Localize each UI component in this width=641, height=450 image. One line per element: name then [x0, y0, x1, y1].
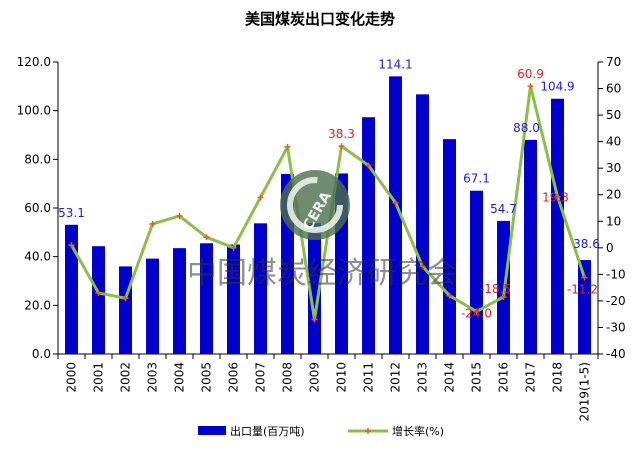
left-tick-label: 80.0	[24, 152, 51, 166]
left-tick-label: 100.0	[17, 104, 51, 118]
left-tick-label: 60.0	[24, 201, 51, 215]
legend-line-label: 增长率(%)	[392, 424, 444, 438]
right-tick-label: 70	[606, 55, 621, 69]
x-tick-label: 2019(1-5)	[578, 362, 592, 422]
left-tick-label: 40.0	[24, 250, 51, 264]
bar	[200, 243, 213, 354]
bar	[146, 258, 159, 354]
bar	[389, 76, 402, 355]
x-tick-label: 2012	[389, 362, 403, 393]
x-tick-label: 2017	[524, 362, 538, 393]
plot-area: 0.0 20.0 40.0 60.0 80.0 100.0 120.0 -40 -30 -20 -1…	[17, 55, 626, 422]
x-tick-label: 2004	[173, 362, 187, 393]
watermark-text: 中国煤炭经济研究会	[187, 256, 457, 291]
bar	[65, 224, 78, 354]
left-tick-label: 20.0	[24, 298, 51, 312]
right-tick-label: 20	[606, 188, 621, 202]
x-tick-label: 2011	[362, 362, 376, 393]
watermark-logo-ring	[287, 177, 343, 233]
x-tick-label: 2007	[254, 362, 268, 393]
right-tick-label: 60	[606, 82, 621, 96]
bar	[92, 246, 105, 354]
bar	[551, 98, 564, 354]
right-tick-label: 0	[606, 241, 614, 255]
x-tick-label: 2006	[227, 362, 241, 393]
bar-value-label: 67.1	[463, 172, 490, 186]
rate-value-label: 38.3	[328, 127, 355, 141]
bar	[416, 94, 429, 354]
right-tick-label: 10	[606, 214, 621, 228]
bar-value-label: 104.9	[540, 80, 574, 94]
rate-value-label: -11.2	[567, 283, 598, 297]
x-tick-label: 2000	[65, 362, 79, 393]
chart-title: 美国煤炭出口变化走势	[245, 10, 395, 28]
bar-value-label: 54.7	[490, 202, 517, 216]
rate-value-label: -18.5	[480, 282, 511, 296]
rate-value-label: 19.3	[542, 191, 569, 205]
right-tick-label: 40	[606, 135, 621, 149]
legend-bar-swatch	[198, 426, 226, 435]
right-tick-label: -20	[606, 294, 626, 308]
legend: 出口量(百万吨) 增长率(%)	[198, 424, 444, 438]
right-tick-label: -40	[606, 347, 626, 361]
x-tick-label: 2002	[119, 362, 133, 393]
left-tick-label: 0.0	[32, 347, 51, 361]
x-tick-label: 2013	[416, 362, 430, 393]
bar-value-label: 38.6	[573, 237, 600, 251]
bar	[119, 266, 132, 354]
bar	[578, 260, 591, 354]
rate-value-label: -24.0	[461, 307, 492, 321]
x-tick-label: 2014	[443, 362, 457, 393]
bar	[470, 190, 483, 354]
x-tick-label: 2003	[146, 362, 160, 393]
right-tick-label: 50	[606, 108, 621, 122]
x-tick-label: 2009	[308, 362, 322, 393]
bar	[173, 248, 186, 354]
bar-value-label: 53.1	[58, 206, 85, 220]
bar	[254, 223, 267, 354]
right-tick-label: -10	[606, 267, 626, 281]
right-tick-label: -30	[606, 320, 626, 334]
bar-value-label: 88.0	[513, 121, 540, 135]
bar	[308, 223, 321, 354]
x-tick-label: 2015	[470, 362, 484, 393]
rate-value-label: 60.9	[517, 67, 544, 81]
legend-bar-label: 出口量(百万吨)	[230, 424, 305, 438]
x-tick-label: 2010	[335, 362, 349, 393]
x-tick-label: 2008	[281, 362, 295, 393]
bar	[362, 117, 375, 354]
bar	[227, 244, 240, 354]
bar	[524, 139, 537, 354]
bar-value-label: 114.1	[378, 57, 412, 71]
x-tick-label: 2018	[551, 362, 565, 393]
right-tick-label: 30	[606, 161, 621, 175]
left-tick-label: 120.0	[17, 55, 51, 69]
x-tick-label: 2005	[200, 362, 214, 393]
x-tick-label: 2001	[92, 362, 106, 393]
bar	[443, 139, 456, 354]
x-tick-label: 2016	[497, 362, 511, 393]
